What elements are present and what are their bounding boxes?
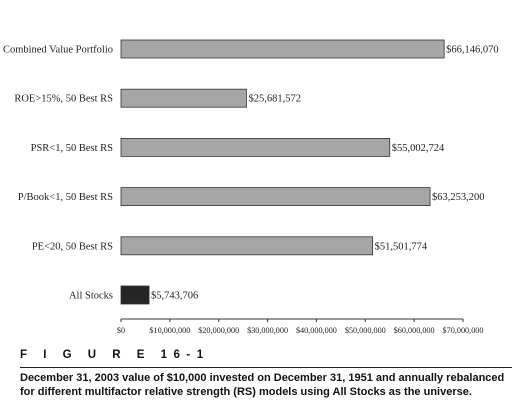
divider-rule xyxy=(20,367,512,368)
category-label: ROE>15%, 50 Best RS xyxy=(14,94,113,105)
data-label: $51,501,774 xyxy=(375,241,428,252)
category-label: All Stocks xyxy=(69,291,113,302)
data-label: $55,002,724 xyxy=(392,143,445,154)
bar-chart: Combined Value Portfolio $66,146,070 ROE>1… xyxy=(3,39,499,335)
data-label: $5,743,706 xyxy=(151,291,198,302)
x-tick-label: $0 xyxy=(117,326,125,335)
data-label: $66,146,070 xyxy=(446,45,499,56)
bar xyxy=(120,187,431,207)
bar xyxy=(120,285,150,305)
data-label: $63,253,200 xyxy=(432,192,485,203)
labels-group: Combined Value Portfolio $66,146,070 ROE>1… xyxy=(3,45,499,302)
x-tick-label: $50,000,000 xyxy=(345,326,386,335)
bars-group xyxy=(120,39,445,305)
x-tick-label: $30,000,000 xyxy=(247,326,288,335)
figure-caption: December 31, 2003 value of $10,000 inves… xyxy=(20,372,505,398)
category-label: P/Book<1, 50 Best RS xyxy=(18,192,113,203)
x-tick-label: $70,000,000 xyxy=(443,326,484,335)
bar xyxy=(120,39,445,59)
data-label: $25,681,572 xyxy=(248,94,301,105)
category-label: Combined Value Portfolio xyxy=(3,45,113,56)
category-label: PSR<1, 50 Best RS xyxy=(31,143,114,154)
bar xyxy=(120,236,374,256)
bar xyxy=(120,88,247,108)
x-tick-label: $40,000,000 xyxy=(296,326,337,335)
x-tick-label: $60,000,000 xyxy=(394,326,435,335)
bar xyxy=(120,137,391,157)
x-axis: $0 $10,000,000 $20,000,000 $30,000,000 $40,0… xyxy=(117,318,484,335)
category-label: PE<20, 50 Best RS xyxy=(32,241,113,252)
x-tick-label: $20,000,000 xyxy=(198,326,239,335)
x-tick-label: $10,000,000 xyxy=(149,326,190,335)
figure-number: F I G U R E 16-1 xyxy=(20,349,210,361)
